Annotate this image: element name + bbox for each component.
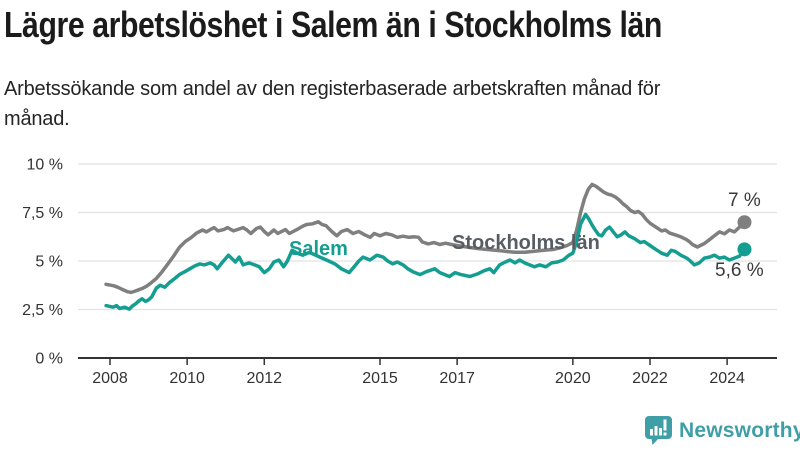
- salem-line: [104, 212, 747, 311]
- newsworthy-bubble-chart-icon: [645, 416, 672, 445]
- salem-series-label: Salem: [289, 238, 348, 260]
- x-axis-tick-label: 2012: [246, 370, 282, 387]
- newsworthy-brand-text: Newsworthy: [679, 418, 800, 442]
- x-axis-tick-label: 2017: [439, 370, 475, 387]
- y-axis-tick-label: 0 %: [35, 351, 63, 368]
- y-axis-tick-label: 5 %: [35, 254, 63, 271]
- stockholm-line: [104, 182, 747, 295]
- x-axis-tick-label: 2010: [169, 370, 205, 387]
- x-axis-tick-label: 2015: [362, 370, 398, 387]
- stockholm-end-value-label: 7 %: [728, 190, 761, 211]
- salem-end-value-label: 5,6 %: [715, 260, 764, 281]
- stockholm-end-dot: [737, 215, 752, 230]
- page-title: Lägre arbetslöshet i Salem än i Stockhol…: [4, 4, 662, 45]
- x-axis-tick-label: 2022: [632, 370, 668, 387]
- x-axis-tick-label: 2008: [92, 370, 128, 387]
- stockholm-series-label: Stockholms län: [452, 232, 600, 254]
- y-axis-tick-label: 10 %: [27, 157, 63, 174]
- y-axis-tick-label: 7,5 %: [22, 205, 63, 222]
- x-axis-tick-label: 2024: [709, 370, 745, 387]
- y-axis-tick-label: 2,5 %: [22, 302, 63, 319]
- x-axis-tick-label: 2020: [555, 370, 591, 387]
- salem-end-dot: [737, 242, 752, 257]
- chart-subtitle: Arbetssökande som andel av den registerb…: [4, 78, 661, 131]
- newsworthy-logo: Newsworthy: [644, 415, 800, 446]
